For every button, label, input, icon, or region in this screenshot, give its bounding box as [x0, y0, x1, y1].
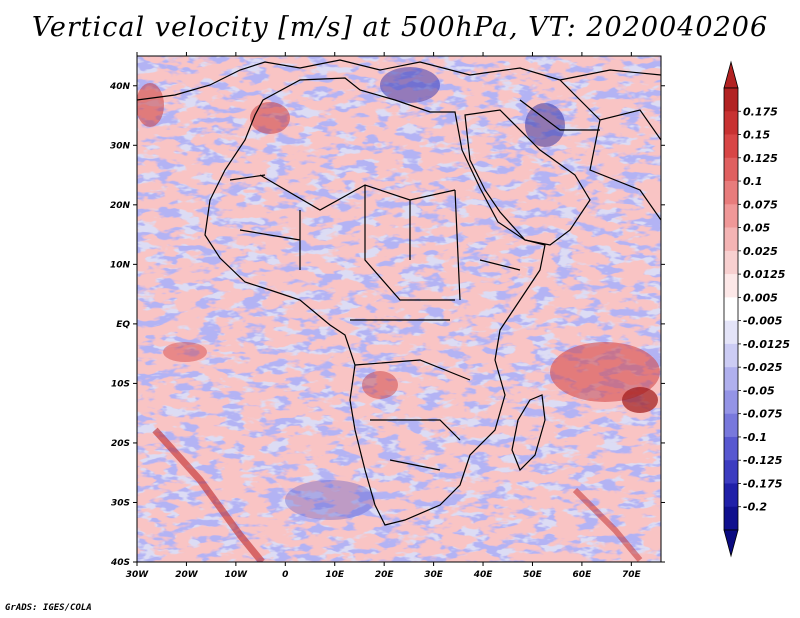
colorbar-label: -0.0125: [743, 338, 790, 351]
colorbar-label: -0.05: [743, 384, 775, 397]
velocity-field: [137, 56, 661, 562]
colorbar-label: 0.05: [743, 222, 770, 235]
europe-coast: [137, 59, 661, 101]
colorbar-swatch: [724, 227, 738, 252]
lon-tick-label: 10E: [325, 570, 345, 580]
africa-coastline: [204, 77, 546, 526]
colorbar-swatch: [724, 367, 738, 391]
latitude-axis: 40N 30N 20N 10N EQ 10S 20S 30S 40S: [109, 82, 665, 568]
madagascar-coastline: [511, 394, 546, 472]
colorbar-swatch: [724, 88, 738, 112]
colorbar-swatch: [724, 390, 738, 414]
lon-tick-label: 60E: [573, 570, 593, 580]
colorbar-label: -0.075: [743, 408, 783, 421]
lon-tick-label: 20E: [375, 570, 395, 580]
colorbar-label: 0.15: [743, 129, 770, 142]
ascent-area-southern-africa: [362, 371, 398, 399]
colorbar-swatch: [724, 413, 738, 438]
colorbar-label: 0.0125: [743, 268, 786, 281]
map-title: Vertical velocity [m/s] at 500hPa, VT: 2…: [31, 12, 769, 43]
lat-tick-label: 10S: [111, 379, 130, 389]
frontal-band-south-atlantic: [152, 427, 265, 562]
ascent-area-morocco: [250, 102, 290, 134]
map-frame: [136, 55, 662, 563]
inner-borders: [229, 174, 521, 471]
colorbar-label: -0.175: [743, 477, 783, 490]
colorbar-swatch: [724, 436, 738, 461]
colorbar-swatch: [724, 181, 738, 205]
ascent-core-madagascar-east: [622, 387, 658, 413]
colorbar-swatch: [724, 134, 738, 159]
frontal-band-south-indian: [572, 487, 643, 562]
lon-tick-label: 30W: [126, 570, 150, 580]
lat-tick-label: 20N: [110, 201, 131, 211]
colorbar-label: -0.025: [743, 361, 783, 374]
colorbar-swatch: [724, 297, 738, 321]
lon-tick-label: 30E: [424, 570, 444, 580]
colorbar-swatch: [724, 111, 738, 135]
colorbar-swatch: [724, 320, 738, 345]
colorbar-label: -0.125: [743, 454, 783, 467]
lat-tick-label: 10N: [110, 260, 131, 270]
colorbar-label: 0.125: [743, 152, 778, 165]
colorbar-label: -0.2: [743, 501, 767, 514]
descent-area-mediterranean: [380, 67, 440, 103]
lat-tick-label: 40N: [109, 82, 131, 92]
country-borders: [137, 59, 661, 526]
lat-tick-label: 40S: [110, 558, 130, 568]
colorbar-swatch: [724, 157, 738, 182]
ascent-area-atlantic: [163, 342, 207, 362]
colorbar-swatch: [724, 250, 738, 275]
descent-area-south-atlantic: [285, 480, 375, 520]
colorbar: 0.175 0.15 0.125 0.1 0.075 0.05 0.025 0.0125 0.0…: [723, 60, 790, 558]
arabia-coastline: [464, 109, 591, 246]
lon-tick-label: 10W: [225, 570, 249, 580]
colorbar-label: 0.025: [743, 245, 778, 258]
longitude-axis: 30W 20W 10W 0 10E 20E 30E 40E 50E 60E 70E: [126, 52, 642, 580]
colorbar-swatch: [724, 506, 738, 531]
footer-credit: GrADS: IGES/COLA: [5, 603, 92, 613]
colorbar-bottom-arrow: [723, 529, 739, 558]
colorbar-label: -0.1: [743, 431, 767, 444]
colorbar-swatch: [724, 274, 738, 298]
colorbar-swatch: [724, 483, 738, 508]
colorbar-swatch: [724, 343, 738, 368]
colorbar-swatch: [724, 204, 738, 228]
lat-tick-label: EQ: [116, 320, 130, 330]
lat-tick-label: 20S: [111, 439, 130, 449]
lon-tick-label: 0: [282, 570, 288, 580]
ascent-area-iberia: [137, 83, 164, 127]
colorbar-label: 0.175: [743, 105, 778, 118]
ascent-area-indian-ocean: [550, 342, 660, 402]
lon-tick-label: 50E: [523, 570, 543, 580]
colorbar-swatch: [724, 460, 738, 484]
lon-tick-label: 20W: [175, 570, 199, 580]
lat-tick-label: 30S: [111, 498, 130, 508]
colorbar-label: 0.005: [743, 291, 778, 304]
colorbar-label: -0.005: [743, 315, 783, 328]
descent-area-iran: [525, 103, 565, 147]
colorbar-top-arrow: [723, 60, 739, 89]
lon-tick-label: 40E: [473, 570, 494, 580]
colorbar-label: 0.075: [743, 198, 778, 211]
colorbar-label: 0.1: [743, 175, 763, 188]
asia-borders: [519, 79, 661, 221]
lat-tick-label: 30N: [110, 141, 131, 151]
lon-tick-label: 70E: [622, 570, 642, 580]
